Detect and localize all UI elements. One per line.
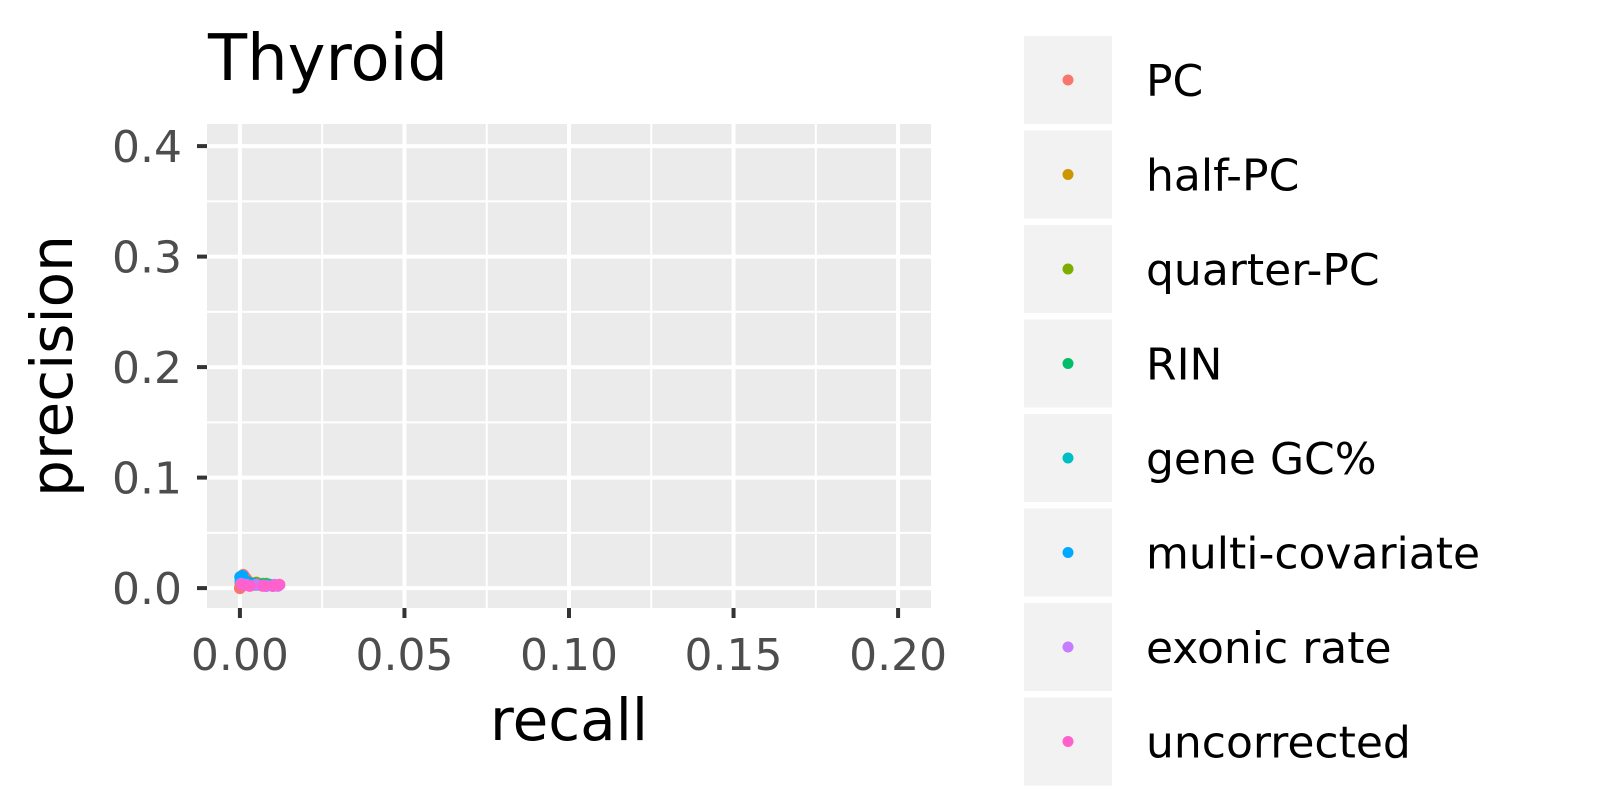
legend-key-marker — [1062, 641, 1074, 653]
y-tick-label: 0.2 — [112, 343, 182, 394]
x-tick-label: 0.00 — [191, 630, 289, 681]
x-axis: 0.00 0.05 0.10 0.15 0.20 — [191, 608, 947, 681]
x-tick-label: 0.20 — [849, 630, 947, 681]
legend-item: RIN — [1024, 319, 1222, 408]
legend-label: gene GC% — [1146, 434, 1377, 485]
x-tick-label: 0.10 — [520, 630, 618, 681]
legend-key-marker — [1062, 547, 1074, 558]
legend-item: half-PC — [1024, 130, 1299, 219]
data-points — [233, 568, 286, 595]
legend-item: gene GC% — [1024, 414, 1377, 502]
y-axis-title: precision — [18, 235, 86, 497]
y-tick-label: 0.4 — [112, 122, 182, 173]
x-axis-title: recall — [490, 686, 648, 754]
legend-item: exonic rate — [1024, 603, 1392, 691]
legend-key-marker — [1062, 263, 1074, 275]
y-tick-label: 0.0 — [112, 564, 182, 615]
x-tick-label: 0.15 — [685, 630, 783, 681]
legend-key-marker — [1062, 169, 1074, 180]
data-point — [273, 578, 286, 591]
legend-item: uncorrected — [1024, 697, 1411, 786]
legend-key-marker — [1062, 74, 1074, 86]
y-tick-label: 0.1 — [112, 454, 182, 505]
legend: PC half-PC quarter-PC RIN gene GC% multi-cova… — [1024, 36, 1480, 786]
legend-key-marker — [1062, 736, 1074, 747]
data-point — [256, 579, 269, 592]
y-tick-label: 0.3 — [112, 233, 182, 284]
legend-item: multi-covariate — [1024, 508, 1480, 597]
legend-label: uncorrected — [1146, 718, 1411, 769]
legend-item: quarter-PC — [1024, 225, 1380, 313]
legend-key-marker — [1062, 452, 1074, 464]
x-tick-label: 0.05 — [355, 630, 453, 681]
legend-label: multi-covariate — [1146, 529, 1480, 580]
legend-key-marker — [1062, 358, 1074, 369]
legend-item: PC — [1024, 36, 1203, 124]
legend-label: exonic rate — [1146, 623, 1392, 674]
grid-major — [207, 124, 931, 608]
data-point — [243, 579, 256, 592]
chart-title: Thyroid — [207, 22, 448, 96]
legend-label: PC — [1146, 56, 1203, 107]
legend-label: half-PC — [1146, 151, 1299, 202]
legend-label: quarter-PC — [1146, 245, 1380, 296]
legend-label: RIN — [1146, 340, 1222, 391]
y-axis: 0.0 0.1 0.2 0.3 0.4 — [112, 122, 207, 615]
